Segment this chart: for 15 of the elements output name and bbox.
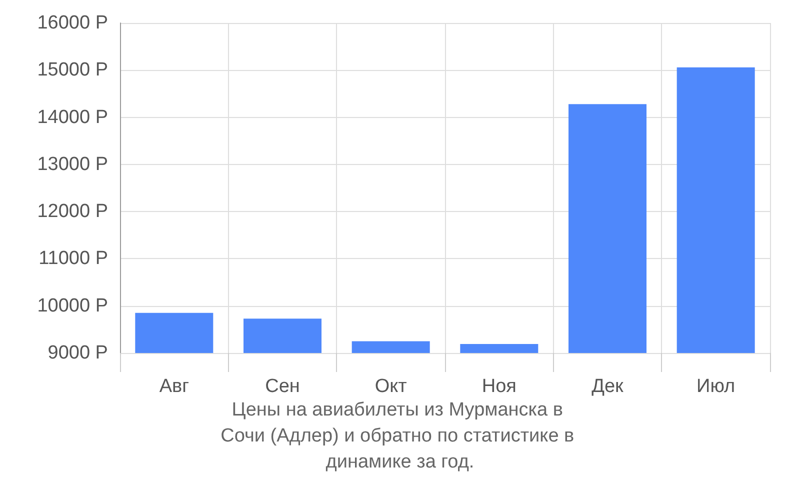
x-tick-label: Окт [374,376,408,397]
text: Цены на авиабилеты из Мурманска в Сочи (Адлер) и обратно по статистике в динамике за год. [220,400,580,472]
x-tick-label: Сен [265,376,300,397]
y-tick-label: 14000 Р [37,106,108,128]
y-tick-label: 16000 Р [37,12,108,34]
y-tick-label: 15000 Р [37,60,108,81]
y-tick-label: 9000 Р [48,342,108,364]
y-tick-label: 13000 Р [37,154,108,175]
y-tick-label: 10000 Р [37,295,108,316]
x-tick-label: Ноя [482,376,516,397]
y-tick-label: 11000 Р [38,248,108,270]
x-tick-label: Июл [696,376,736,397]
x-tick-label: Авг [159,376,190,397]
y-tick-label: 12000 Р [37,201,108,222]
x-tick-label: Дек [592,376,624,397]
